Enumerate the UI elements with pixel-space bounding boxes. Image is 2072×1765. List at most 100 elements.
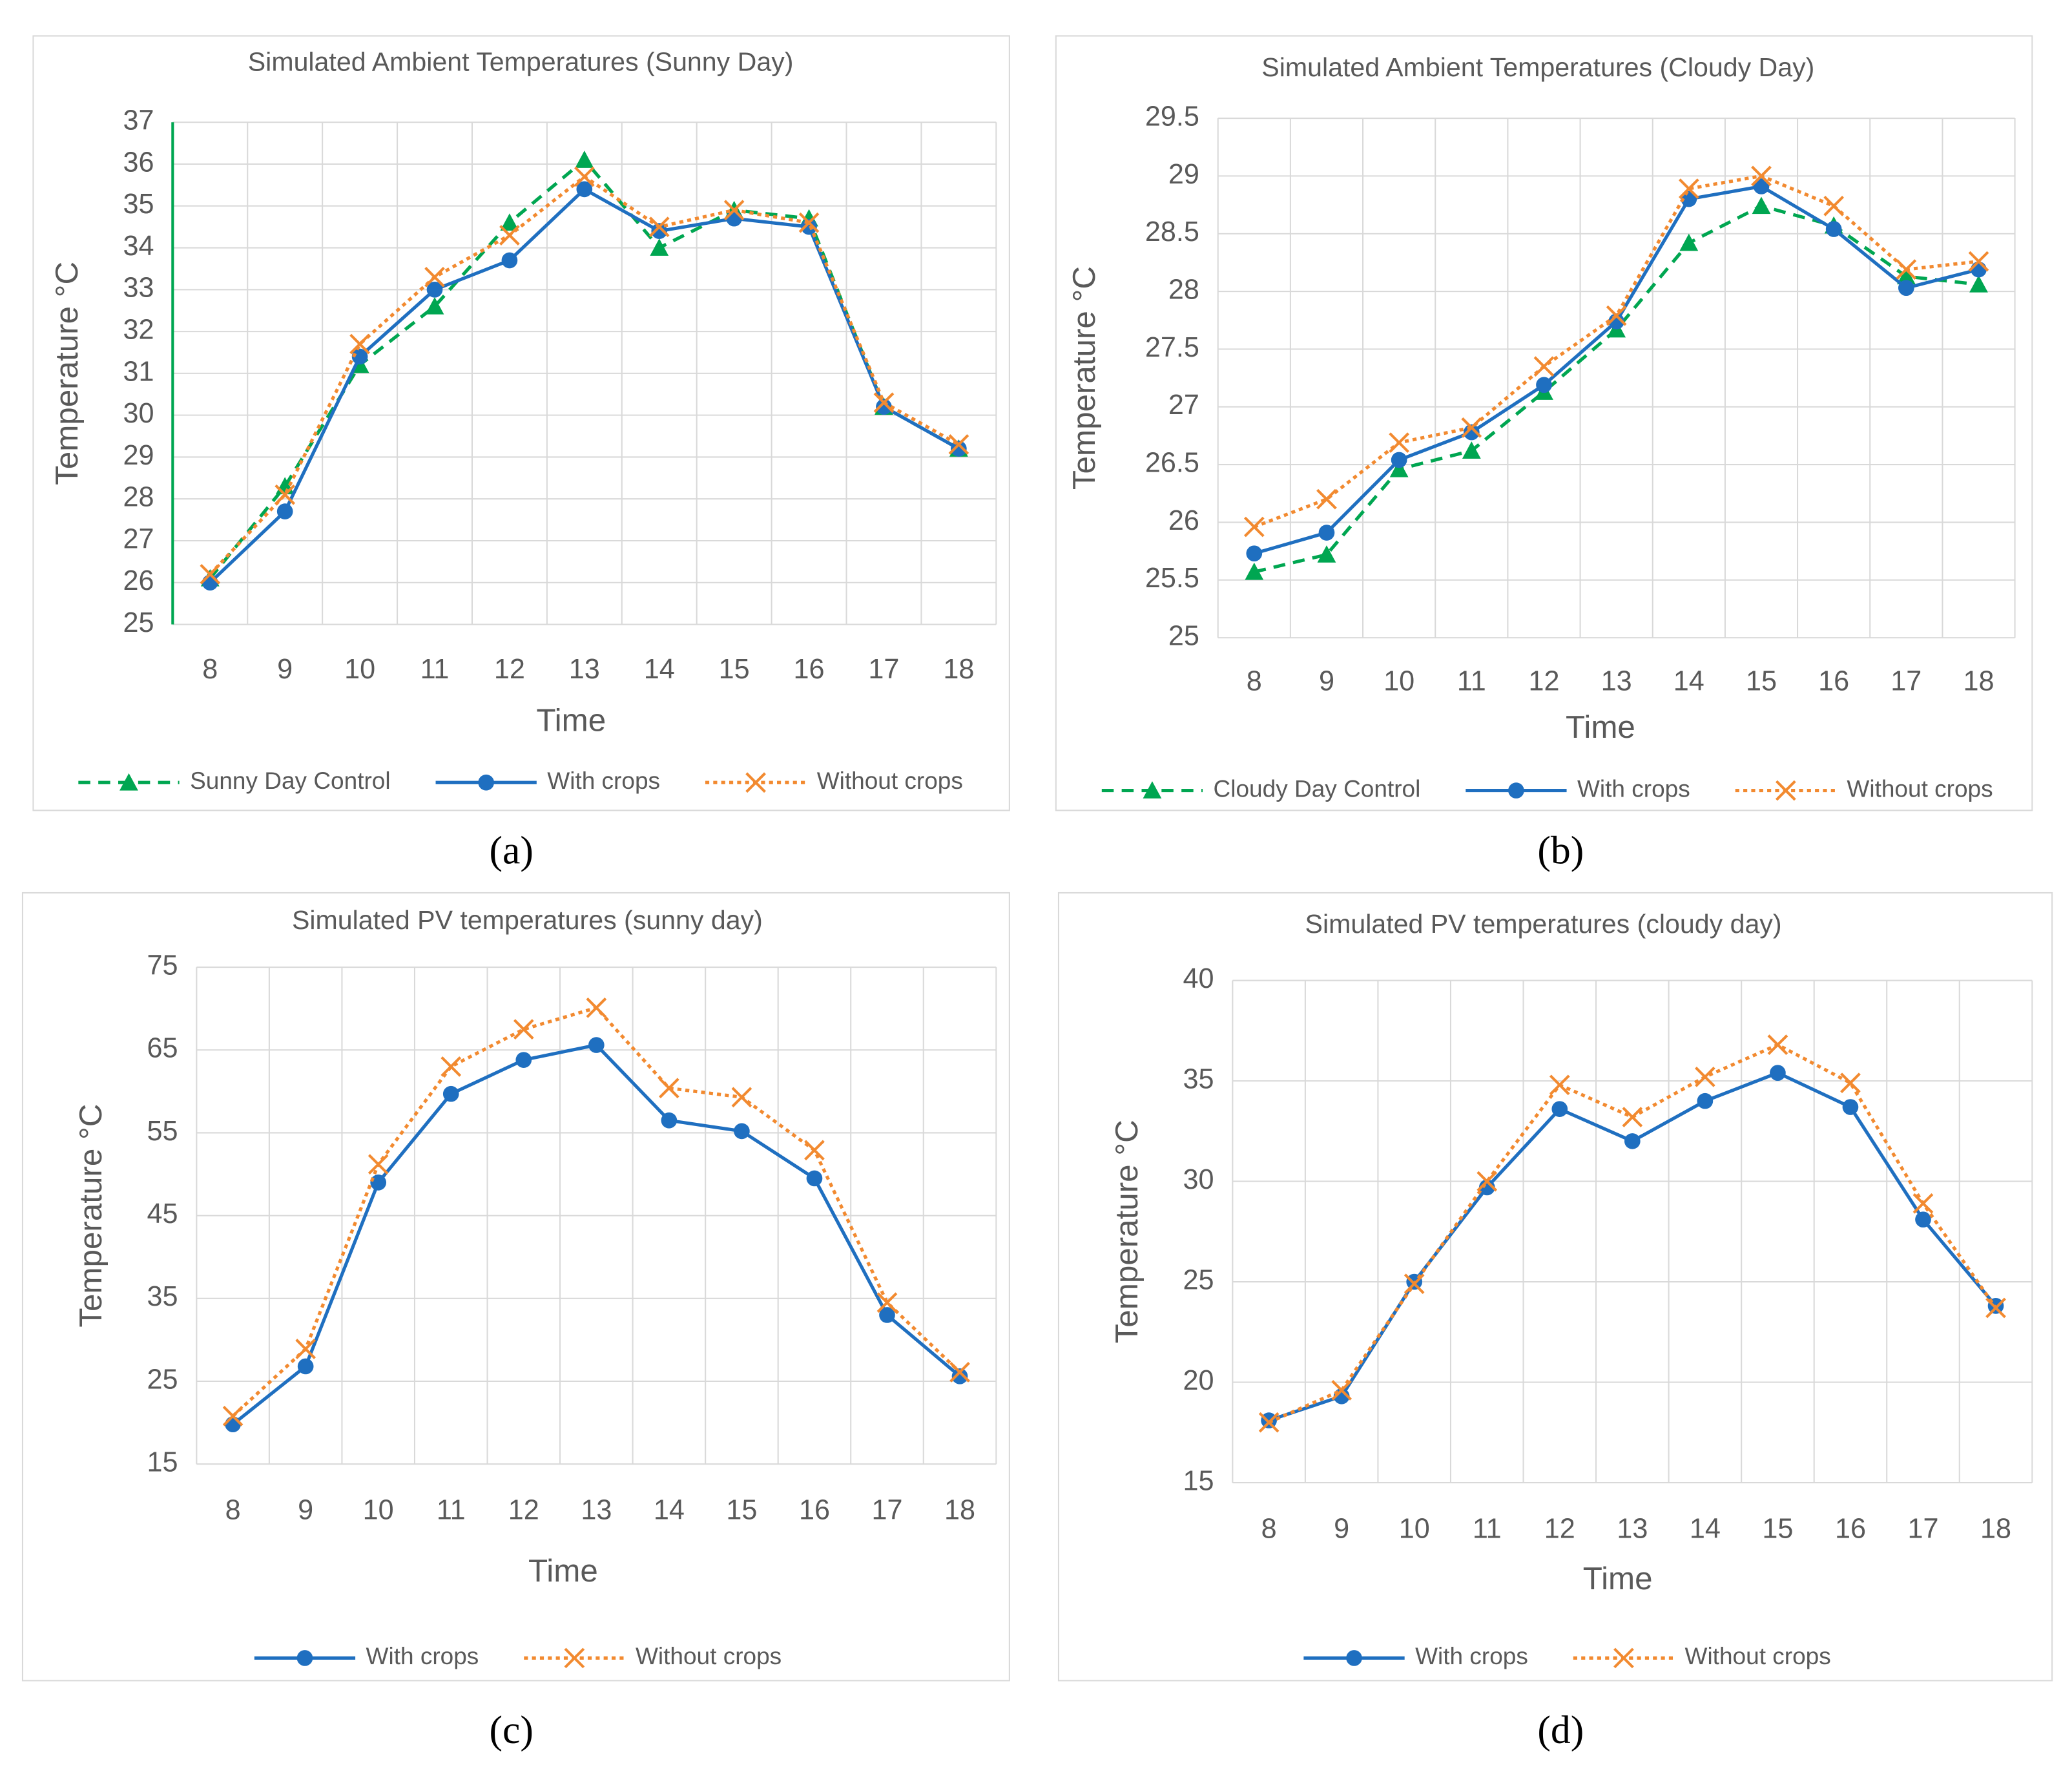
y-tick-label: 34 [123, 231, 154, 262]
marker [200, 563, 221, 585]
marker [1243, 516, 1265, 538]
y-tick-label: 25 [123, 607, 154, 638]
x-tick-label: 12 [1528, 665, 1559, 696]
marker [1678, 178, 1699, 199]
marker [440, 1056, 462, 1077]
panel-label: (b) [1537, 828, 1584, 872]
legend-marker [1775, 780, 1796, 801]
chart-title: Simulated PV temperatures (sunny day) [292, 905, 763, 935]
x-axis-title: Time [1566, 709, 1635, 745]
legend-marker [745, 772, 766, 793]
legend: Sunny Day Control With crops Without crops [78, 767, 963, 794]
marker [425, 297, 444, 315]
marker [574, 166, 595, 187]
chart-title: Simulated Ambient Temperatures (Sunny Da… [248, 47, 794, 77]
marker [499, 225, 520, 245]
legend-label: With crops [547, 767, 660, 794]
marker [1985, 1297, 2006, 1319]
y-tick-label: 32 [123, 315, 154, 346]
marker [1258, 1412, 1279, 1433]
legend: With crops Without crops [254, 1642, 782, 1669]
marker [515, 1052, 532, 1068]
marker [202, 574, 218, 591]
chart-title: Simulated Ambient Temperatures (Cloudy D… [1261, 52, 1814, 82]
legend-marker [1613, 1647, 1634, 1669]
chart: Simulated PV temperatures (sunny day) (c)… [73, 905, 997, 1752]
x-tick-label: 16 [1818, 665, 1849, 696]
legend-label: Cloudy Day Control [1214, 775, 1421, 802]
legend-label: With crops [1577, 775, 1690, 802]
chart: Simulated PV temperatures (cloudy day) (d… [1109, 909, 2033, 1752]
marker [1331, 1380, 1352, 1401]
marker [798, 212, 820, 233]
marker [949, 1362, 970, 1383]
marker [1896, 259, 1917, 280]
marker [576, 181, 593, 198]
y-tick-label: 25 [147, 1364, 178, 1395]
legend-label: Without crops [1685, 1642, 1831, 1669]
y-axis-title: Temperature °C [1066, 266, 1102, 490]
marker [948, 434, 969, 455]
y-tick-label: 65 [147, 1033, 178, 1064]
marker [424, 267, 445, 287]
y-tick-label: 15 [1183, 1465, 1214, 1496]
y-tick-label: 35 [1183, 1064, 1214, 1095]
x-tick-label: 10 [1399, 1513, 1430, 1544]
marker [731, 1087, 752, 1108]
y-tick-label: 35 [147, 1281, 178, 1312]
x-tick-label: 14 [654, 1495, 685, 1526]
marker [222, 1406, 243, 1426]
marker [513, 1019, 534, 1040]
marker [1971, 261, 1987, 278]
marker [1624, 1133, 1641, 1149]
x-tick-label: 9 [277, 654, 293, 685]
marker [588, 1037, 605, 1053]
y-tick-label: 75 [147, 950, 178, 981]
marker [1606, 305, 1627, 326]
y-tick-label: 26 [123, 565, 154, 596]
y-tick-label: 26.5 [1145, 447, 1199, 478]
chart-title: Simulated PV temperatures (cloudy day) [1305, 909, 1782, 939]
marker [1695, 1067, 1715, 1087]
x-tick-label: 11 [1473, 1513, 1502, 1544]
marker [442, 1085, 459, 1102]
x-tick-label: 18 [943, 654, 974, 685]
x-tick-label: 10 [363, 1495, 394, 1526]
marker [295, 1339, 316, 1359]
legend: With crops Without crops [1303, 1642, 1831, 1669]
marker [1679, 233, 1699, 251]
x-tick-label: 13 [581, 1495, 612, 1526]
marker [1317, 545, 1336, 563]
marker [276, 503, 293, 519]
x-axis-title: Time [528, 1553, 598, 1589]
marker [723, 200, 745, 221]
x-axis-title: Time [1583, 1561, 1653, 1596]
marker [500, 213, 519, 231]
legend-marker [296, 1650, 313, 1666]
y-tick-label: 25 [1168, 621, 1199, 652]
marker [1898, 280, 1914, 297]
y-axis-title: Temperature °C [73, 1104, 109, 1328]
marker [1316, 488, 1337, 510]
legend-marker [1508, 782, 1524, 799]
x-tick-label: 10 [344, 654, 375, 685]
marker [575, 151, 594, 168]
legend: Cloudy Day Control With crops Without crop… [1101, 775, 1993, 802]
y-tick-label: 29.5 [1145, 101, 1199, 132]
x-tick-label: 9 [1319, 665, 1334, 696]
marker [1246, 545, 1263, 562]
marker [806, 1170, 823, 1187]
x-tick-label: 11 [420, 654, 450, 685]
marker [1752, 196, 1771, 214]
y-tick-label: 45 [147, 1198, 178, 1229]
marker [1389, 459, 1409, 477]
marker [1969, 275, 1988, 293]
marker [368, 1154, 389, 1175]
y-tick-label: 15 [147, 1447, 178, 1478]
marker [876, 399, 892, 415]
panel-label: (c) [489, 1708, 533, 1752]
panel-frame [32, 35, 1010, 811]
marker [297, 1358, 314, 1375]
panel-label: (a) [489, 828, 533, 872]
x-tick-label: 14 [1673, 665, 1704, 696]
